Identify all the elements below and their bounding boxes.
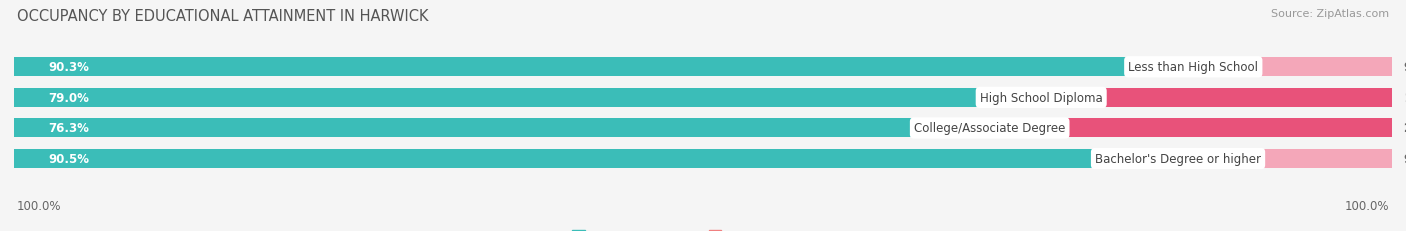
Text: 9.5%: 9.5% [1403, 152, 1406, 165]
Bar [14, 58, 1258, 77]
Text: Source: ZipAtlas.com: Source: ZipAtlas.com [1271, 9, 1389, 19]
Text: 100.0%: 100.0% [17, 200, 62, 213]
Text: 23.7%: 23.7% [1403, 122, 1406, 135]
Bar [1102, 88, 1393, 107]
Text: Less than High School: Less than High School [1128, 61, 1258, 74]
Bar [14, 88, 1102, 107]
Text: High School Diploma: High School Diploma [980, 91, 1102, 104]
Bar [14, 119, 1392, 138]
Legend: Owner-occupied, Renter-occupied: Owner-occupied, Renter-occupied [568, 225, 838, 231]
Text: 9.7%: 9.7% [1403, 61, 1406, 74]
Bar [1258, 58, 1392, 77]
Bar [1066, 119, 1392, 138]
Text: Bachelor's Degree or higher: Bachelor's Degree or higher [1095, 152, 1261, 165]
Bar [14, 149, 1261, 168]
Text: 90.5%: 90.5% [48, 152, 90, 165]
Bar [14, 149, 1392, 168]
Bar [14, 119, 1066, 138]
Text: 21.1%: 21.1% [1405, 91, 1406, 104]
Text: College/Associate Degree: College/Associate Degree [914, 122, 1066, 135]
Text: OCCUPANCY BY EDUCATIONAL ATTAINMENT IN HARWICK: OCCUPANCY BY EDUCATIONAL ATTAINMENT IN H… [17, 9, 429, 24]
Text: 76.3%: 76.3% [48, 122, 90, 135]
Text: 90.3%: 90.3% [48, 61, 90, 74]
Bar [14, 58, 1392, 77]
Text: 100.0%: 100.0% [1344, 200, 1389, 213]
Bar [14, 88, 1392, 107]
Text: 79.0%: 79.0% [48, 91, 90, 104]
Bar [1261, 149, 1392, 168]
